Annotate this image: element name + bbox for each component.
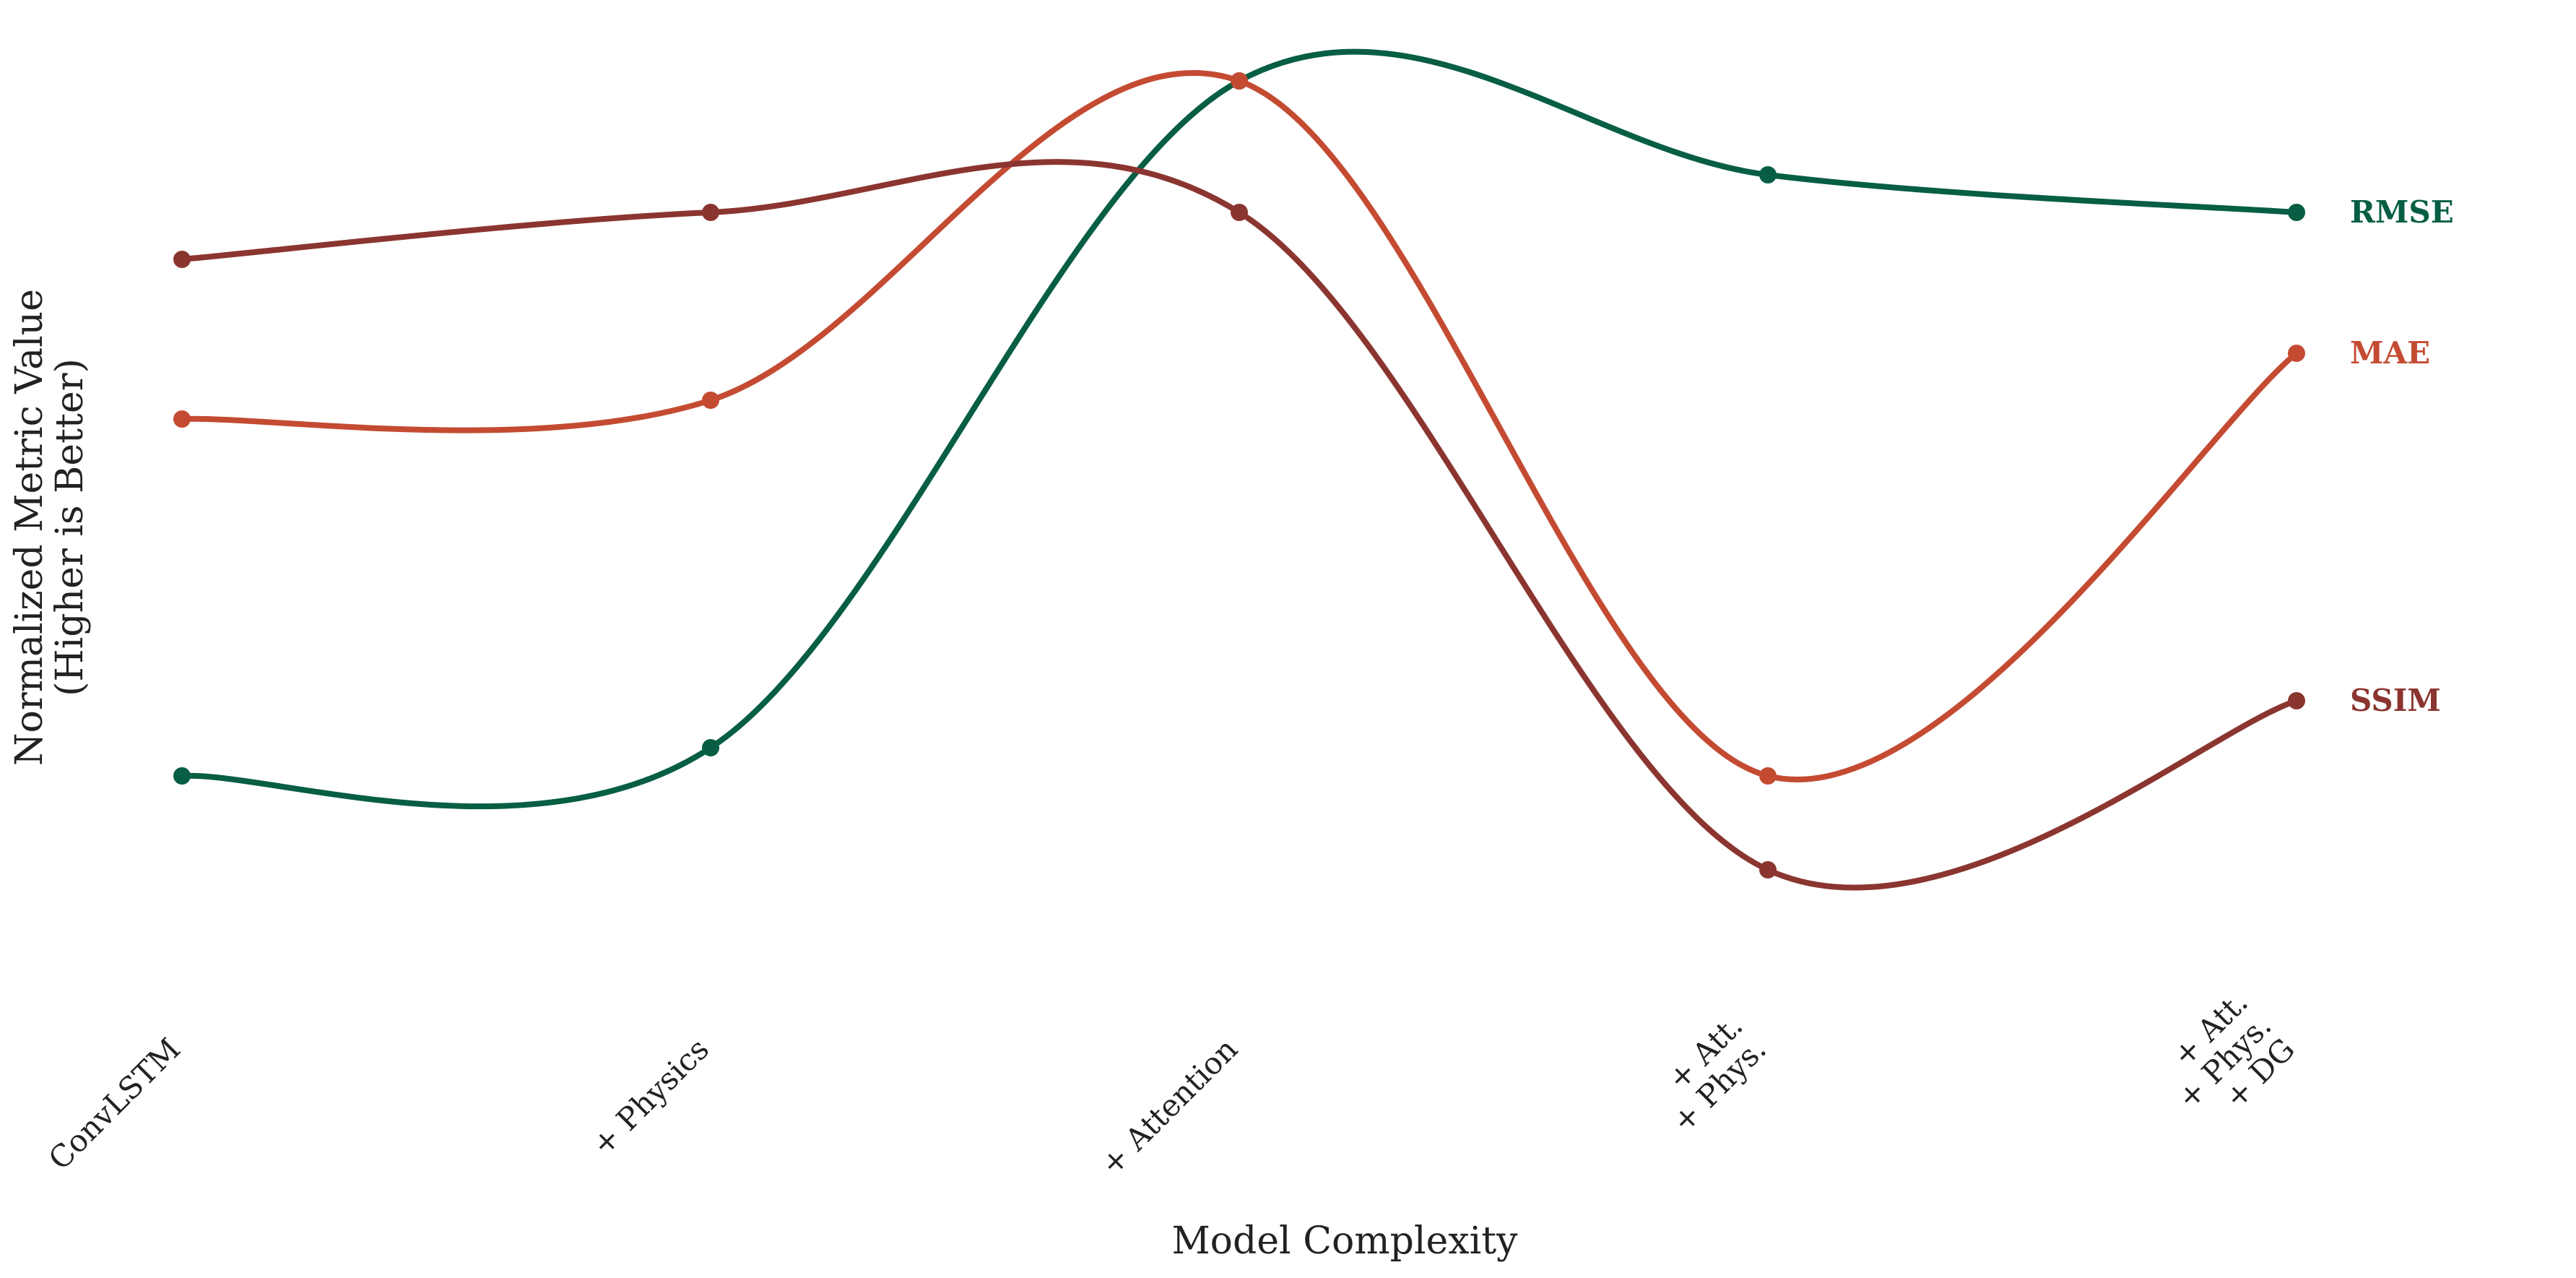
series-ssim: SSIM — [173, 159, 2441, 891]
series-line-ssim — [179, 159, 2299, 891]
x-tick-label-line: + Attention — [1093, 1031, 1244, 1182]
series-line-rmse — [179, 48, 2299, 810]
x-tick-label-line: ConvLSTM — [42, 1031, 187, 1176]
data-point-rmse — [173, 767, 191, 785]
x-tick-label: + Att.+ Phys. — [1642, 1008, 1773, 1139]
data-point-ssim — [2288, 692, 2305, 709]
data-point-rmse — [1759, 166, 1777, 184]
data-point-mae — [1759, 767, 1777, 785]
series-line-mae — [179, 70, 2299, 782]
y-axis-title: Normalized Metric Value(Higher is Better… — [8, 289, 92, 766]
series-label-ssim: SSIM — [2350, 683, 2441, 718]
x-tick-label: + Att.+ Phys.+ DG — [2146, 984, 2302, 1139]
x-tick-label-line: + Physics — [585, 1031, 716, 1162]
data-point-mae — [173, 410, 191, 428]
y-axis-title-line: (Higher is Better) — [48, 358, 92, 696]
data-point-mae — [2288, 345, 2305, 362]
data-point-rmse — [702, 739, 719, 756]
x-tick-labels: ConvLSTM + Physics + Attention + Att.+ Phys… — [42, 984, 2302, 1182]
series-label-mae: MAE — [2350, 335, 2430, 371]
series-layer: RMSE MAE SSIM — [173, 48, 2454, 891]
x-tick-label: + Physics — [585, 1031, 716, 1162]
series-label-rmse: RMSE — [2350, 194, 2454, 230]
data-point-mae — [702, 392, 719, 409]
data-point-ssim — [1231, 204, 1248, 221]
y-axis-title-line: Normalized Metric Value — [8, 289, 51, 766]
series-mae: MAE — [173, 70, 2430, 785]
data-point-rmse — [2288, 204, 2305, 221]
x-tick-label: ConvLSTM — [42, 1031, 187, 1176]
data-point-mae — [1231, 72, 1248, 90]
data-point-ssim — [1759, 861, 1777, 878]
x-axis-title: Model Complexity — [1171, 1219, 1518, 1263]
data-point-ssim — [173, 251, 191, 268]
x-tick-label: + Attention — [1093, 1031, 1244, 1182]
data-point-ssim — [702, 204, 719, 221]
